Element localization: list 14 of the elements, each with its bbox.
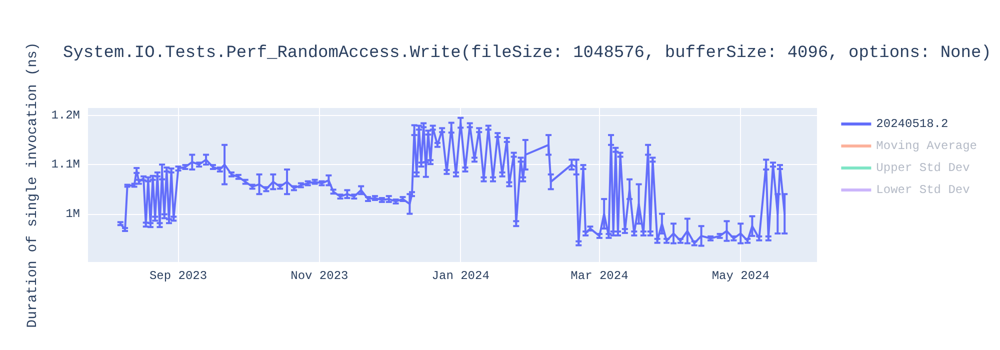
x-tick-label: Jan 2024 bbox=[432, 269, 490, 283]
legend-label: Moving Average bbox=[876, 139, 978, 153]
legend-label: Lower Std Dev bbox=[876, 183, 970, 197]
y-tick-label: 1M bbox=[66, 206, 80, 221]
chart-title: System.IO.Tests.Perf_RandomAccess.Write(fileSize: 1048576, bufferSize: 4096, options: None) bbox=[63, 44, 992, 63]
y-axis-title: Duration of single invocation (ns) bbox=[25, 42, 41, 328]
x-tick-label: Sep 2023 bbox=[149, 269, 208, 283]
x-tick-label: May 2024 bbox=[712, 269, 770, 283]
x-tick-label: Mar 2024 bbox=[570, 269, 628, 283]
legend-label: Upper Std Dev bbox=[876, 161, 970, 175]
x-tick-label: Nov 2023 bbox=[290, 269, 348, 283]
legend-label: 20240518.2 bbox=[876, 117, 948, 131]
y-tick-label: 1.1M bbox=[51, 158, 80, 172]
y-tick-label: 1.2M bbox=[51, 108, 80, 122]
